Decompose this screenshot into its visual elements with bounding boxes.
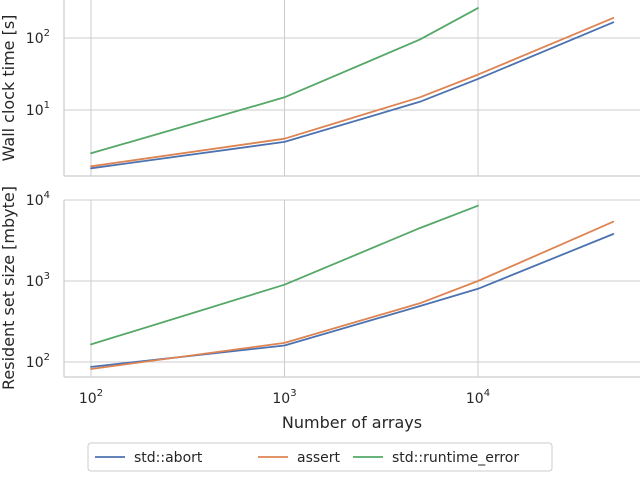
xtick-label-1: 103 — [272, 388, 296, 407]
panel0-series-std--runtime-error — [90, 7, 479, 155]
legend-label-2: std::runtime_error — [392, 450, 519, 466]
panel0-series-std--abort — [90, 21, 615, 170]
panel1-series-std--runtime-error — [90, 204, 479, 346]
panel1-ytick-label-0: 102 — [26, 352, 50, 371]
panel1-series-assert — [90, 220, 615, 370]
panel1-series-std--abort — [90, 233, 615, 368]
legend-frame — [87, 442, 553, 472]
wall-clock-panel: 101 102 Wall clock time [s] — [0, 0, 640, 177]
xtick-label-0: 102 — [79, 388, 103, 407]
panel0-ytick-label-0: 101 — [26, 100, 50, 119]
panel1-ytick-label-2: 104 — [26, 190, 50, 209]
xtick-label-2: 104 — [466, 388, 490, 407]
panel0-ytick-label-1: 102 — [26, 28, 50, 47]
wall-clock-panel-frame — [64, 0, 640, 176]
legend: std::abort assert std::runtime_error — [87, 442, 553, 472]
rss-panel: 102 103 104 Resident set size [mbyte] — [0, 186, 640, 390]
panel1-ytick-label-1: 103 — [26, 271, 50, 290]
x-axis-label: Number of arrays — [282, 413, 422, 432]
legend-label-1: assert — [297, 450, 341, 466]
wall-clock-ylabel: Wall clock time [s] — [0, 15, 18, 162]
panel0-series-assert — [90, 16, 615, 168]
legend-label-0: std::abort — [134, 450, 203, 466]
rss-ylabel: Resident set size [mbyte] — [0, 186, 18, 390]
